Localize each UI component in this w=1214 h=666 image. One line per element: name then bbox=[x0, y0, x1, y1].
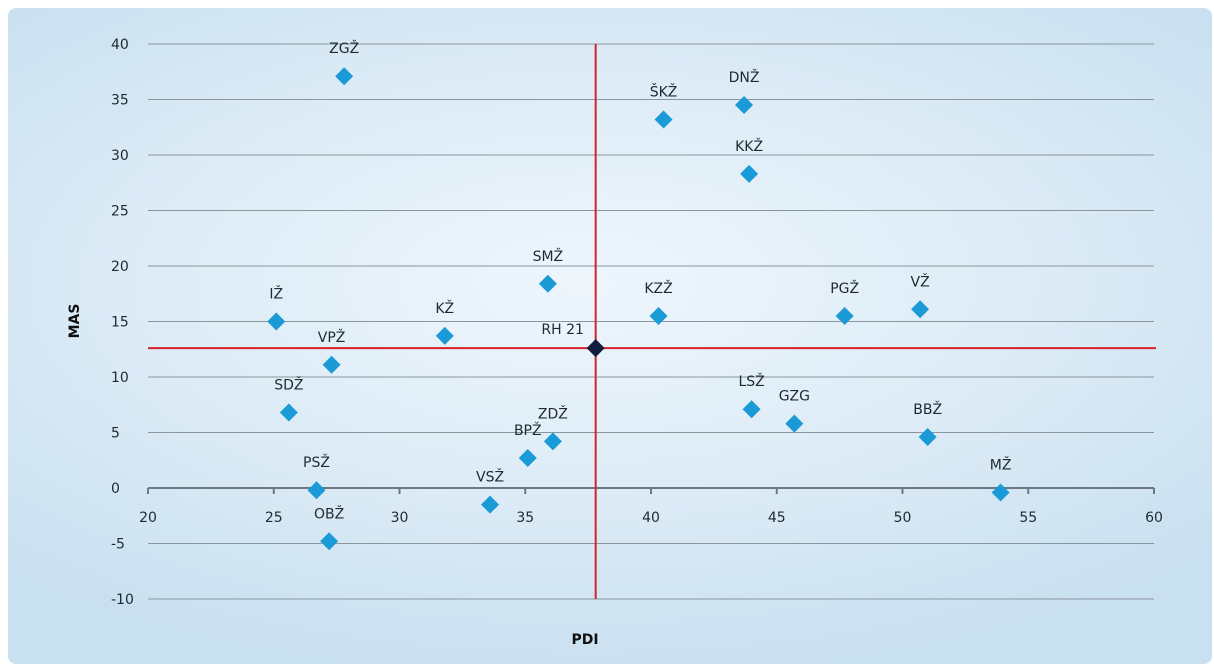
point-labels: ZGŽ ŠKŽ DNŽ KKŽ SMŽ KZŽ PGŽ VŽ IŽ KŽ VPŽ SDŽ LSŽ GZG B… bbox=[269, 39, 1011, 522]
data-point bbox=[654, 110, 673, 129]
x-tick-label: 35 bbox=[516, 510, 534, 526]
point-label: VSŽ bbox=[476, 468, 504, 486]
point-label: KKŽ bbox=[735, 137, 763, 155]
data-point bbox=[740, 164, 759, 183]
y-tick-label: 20 bbox=[111, 259, 129, 275]
x-tick-label: 20 bbox=[139, 510, 157, 526]
chart-panel: ZGŽ ŠKŽ DNŽ KKŽ SMŽ KZŽ PGŽ VŽ IŽ KŽ VPŽ SDŽ LSŽ GZG B… bbox=[8, 8, 1212, 664]
data-point bbox=[435, 326, 454, 345]
data-point bbox=[538, 274, 557, 293]
y-tick-label: -10 bbox=[111, 592, 134, 608]
x-tick-label: 40 bbox=[642, 510, 660, 526]
y-tick-label: 5 bbox=[111, 426, 120, 442]
x-tick-label: 25 bbox=[265, 510, 283, 526]
reference-lines bbox=[148, 44, 1156, 599]
data-point bbox=[991, 483, 1010, 502]
data-point bbox=[307, 481, 326, 500]
point-label: SDŽ bbox=[274, 376, 303, 394]
point-label: KŽ bbox=[435, 299, 454, 317]
point-label: ZDŽ bbox=[538, 404, 568, 422]
grid-lines bbox=[148, 43, 1154, 600]
y-axis-title: MAS bbox=[67, 304, 83, 339]
data-point bbox=[835, 306, 854, 325]
point-label: LSŽ bbox=[738, 372, 764, 390]
data-point bbox=[911, 300, 930, 319]
data-point bbox=[335, 67, 354, 86]
point-label: PSŽ bbox=[303, 453, 330, 471]
point-label: VPŽ bbox=[318, 328, 346, 346]
data-point bbox=[279, 403, 298, 422]
y-tick-label: 25 bbox=[111, 204, 129, 220]
y-tick-label: 40 bbox=[111, 37, 129, 53]
point-label: OBŽ bbox=[314, 504, 344, 522]
point-label: GZG bbox=[779, 389, 810, 405]
point-label: BPŽ bbox=[514, 421, 542, 439]
point-label: PGŽ bbox=[830, 279, 859, 297]
point-label: SMŽ bbox=[533, 247, 564, 265]
x-tick-label: 60 bbox=[1145, 510, 1163, 526]
scatter-chart: ZGŽ ŠKŽ DNŽ KKŽ SMŽ KZŽ PGŽ VŽ IŽ KŽ VPŽ SDŽ LSŽ GZG B… bbox=[67, 37, 1163, 648]
y-tick-label: 35 bbox=[111, 93, 129, 109]
point-label: DNŽ bbox=[729, 68, 760, 86]
point-label: ŠKŽ bbox=[650, 82, 678, 100]
x-axis-title: PDI bbox=[571, 632, 598, 648]
point-label: MŽ bbox=[990, 455, 1012, 473]
data-point bbox=[518, 449, 537, 468]
y-tick-label: -5 bbox=[111, 537, 125, 553]
data-point bbox=[785, 414, 804, 433]
y-tick-label: 0 bbox=[111, 481, 120, 497]
data-point bbox=[322, 355, 341, 374]
data-point bbox=[320, 532, 339, 551]
x-tick-label: 30 bbox=[391, 510, 409, 526]
data-point bbox=[543, 432, 562, 451]
x-tick-label: 50 bbox=[894, 510, 912, 526]
data-point bbox=[735, 96, 754, 115]
point-label: BBŽ bbox=[913, 400, 942, 418]
y-tick-label: 30 bbox=[111, 148, 129, 164]
point-label: ZGŽ bbox=[329, 39, 359, 57]
data-point bbox=[918, 427, 937, 446]
data-point bbox=[481, 495, 500, 514]
y-tick-label: 15 bbox=[111, 315, 129, 331]
reference-point bbox=[586, 339, 605, 358]
reference-point-label: RH 21 bbox=[541, 322, 584, 338]
data-point bbox=[742, 400, 761, 419]
data-point bbox=[649, 306, 668, 325]
point-label: IŽ bbox=[269, 285, 283, 303]
data-points bbox=[267, 67, 1010, 551]
y-tick-label: 10 bbox=[111, 370, 129, 386]
data-point bbox=[267, 312, 286, 331]
x-tick-label: 45 bbox=[768, 510, 786, 526]
point-label: KZŽ bbox=[644, 279, 672, 297]
point-label: VŽ bbox=[911, 272, 930, 290]
x-tick-label: 55 bbox=[1019, 510, 1037, 526]
